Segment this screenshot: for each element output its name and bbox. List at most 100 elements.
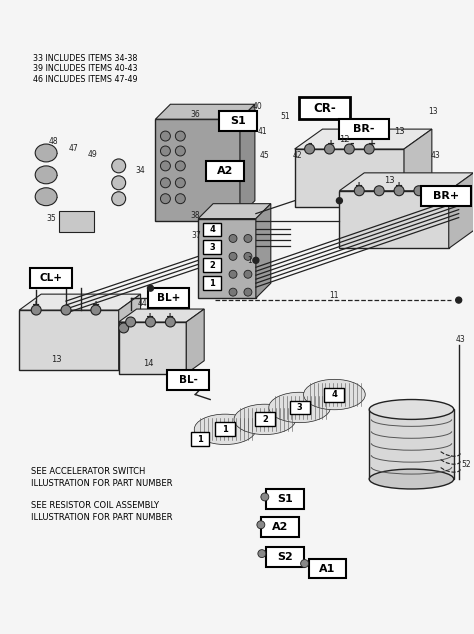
Text: 1: 1 <box>197 435 203 444</box>
Ellipse shape <box>304 379 365 410</box>
Text: 34: 34 <box>136 166 146 176</box>
Circle shape <box>175 146 185 156</box>
Circle shape <box>146 317 155 327</box>
Text: 12: 12 <box>339 134 350 143</box>
Bar <box>203 223 221 236</box>
Circle shape <box>165 317 175 327</box>
Circle shape <box>112 191 126 205</box>
Polygon shape <box>19 310 118 370</box>
Text: 1: 1 <box>209 279 215 288</box>
Circle shape <box>229 288 237 296</box>
Text: 52: 52 <box>462 460 472 469</box>
Text: CR-: CR- <box>313 101 336 115</box>
Text: -: - <box>377 181 381 191</box>
Circle shape <box>175 178 185 188</box>
Text: 3: 3 <box>210 243 215 252</box>
Text: 36: 36 <box>191 110 200 119</box>
Text: S1: S1 <box>277 494 292 504</box>
Circle shape <box>244 235 252 242</box>
Bar <box>309 559 346 578</box>
Text: 13: 13 <box>51 355 61 365</box>
Text: 47: 47 <box>69 145 79 153</box>
Circle shape <box>147 285 154 291</box>
Circle shape <box>229 235 237 242</box>
Circle shape <box>301 560 309 567</box>
Polygon shape <box>404 129 432 207</box>
Bar <box>191 432 209 446</box>
Circle shape <box>305 144 315 154</box>
Polygon shape <box>186 309 204 373</box>
Text: -: - <box>417 181 421 191</box>
Circle shape <box>244 288 252 296</box>
Text: 11: 11 <box>330 290 339 300</box>
Polygon shape <box>198 219 256 298</box>
Circle shape <box>161 161 170 171</box>
Text: +: + <box>146 312 155 322</box>
Circle shape <box>175 194 185 204</box>
Circle shape <box>112 159 126 173</box>
Text: A1: A1 <box>319 564 336 574</box>
Ellipse shape <box>269 392 330 423</box>
Bar <box>266 489 304 509</box>
Text: 45: 45 <box>260 152 270 160</box>
Text: ILLUSTRATION FOR PART NUMBER: ILLUSTRATION FOR PART NUMBER <box>31 513 173 522</box>
Text: 2: 2 <box>209 261 215 270</box>
Ellipse shape <box>35 166 57 184</box>
Circle shape <box>325 144 335 154</box>
Ellipse shape <box>305 380 364 409</box>
Text: 46 INCLUDES ITEMS 47-49: 46 INCLUDES ITEMS 47-49 <box>33 75 138 84</box>
Bar <box>290 401 310 415</box>
Bar <box>325 387 345 401</box>
Text: 4: 4 <box>331 390 337 399</box>
Text: 38: 38 <box>191 211 200 220</box>
Circle shape <box>175 131 185 141</box>
Circle shape <box>126 317 136 327</box>
Text: 43: 43 <box>456 335 465 344</box>
Ellipse shape <box>194 414 256 444</box>
Text: 13: 13 <box>384 176 394 185</box>
Ellipse shape <box>369 469 454 489</box>
Ellipse shape <box>35 144 57 162</box>
Circle shape <box>161 146 170 156</box>
Text: A2: A2 <box>272 522 288 532</box>
Ellipse shape <box>35 188 57 205</box>
Text: 41: 41 <box>258 127 268 136</box>
Text: +: + <box>92 300 100 310</box>
Bar <box>147 288 189 308</box>
Text: 48: 48 <box>48 136 58 146</box>
Text: 3: 3 <box>297 403 302 412</box>
Text: 37: 37 <box>191 231 201 240</box>
Ellipse shape <box>306 381 363 408</box>
Text: -: - <box>64 300 68 310</box>
Text: +: + <box>166 312 174 322</box>
Circle shape <box>374 186 384 196</box>
Circle shape <box>61 305 71 315</box>
Circle shape <box>337 198 342 204</box>
Text: 13: 13 <box>428 107 438 116</box>
Circle shape <box>345 144 354 154</box>
Circle shape <box>354 186 364 196</box>
Text: ILLUSTRATION FOR PART NUMBER: ILLUSTRATION FOR PART NUMBER <box>31 479 173 488</box>
Circle shape <box>244 252 252 261</box>
Text: 42: 42 <box>293 152 302 160</box>
Circle shape <box>161 178 170 188</box>
Ellipse shape <box>236 406 294 433</box>
Circle shape <box>414 186 424 196</box>
Circle shape <box>364 144 374 154</box>
Text: A2: A2 <box>217 166 233 176</box>
Text: BL-: BL- <box>179 375 198 385</box>
Polygon shape <box>295 149 404 207</box>
Ellipse shape <box>234 404 296 434</box>
Polygon shape <box>339 173 474 191</box>
Circle shape <box>261 493 269 501</box>
Bar <box>339 119 389 139</box>
Ellipse shape <box>271 394 328 421</box>
Text: +: + <box>355 181 364 191</box>
Circle shape <box>112 176 126 190</box>
Text: 51: 51 <box>280 112 290 120</box>
Text: 39 INCLUDES ITEMS 40-43: 39 INCLUDES ITEMS 40-43 <box>33 65 138 74</box>
Bar <box>299 97 350 119</box>
Bar <box>167 370 209 389</box>
Text: 14: 14 <box>143 359 154 368</box>
Text: 13: 13 <box>394 127 404 136</box>
